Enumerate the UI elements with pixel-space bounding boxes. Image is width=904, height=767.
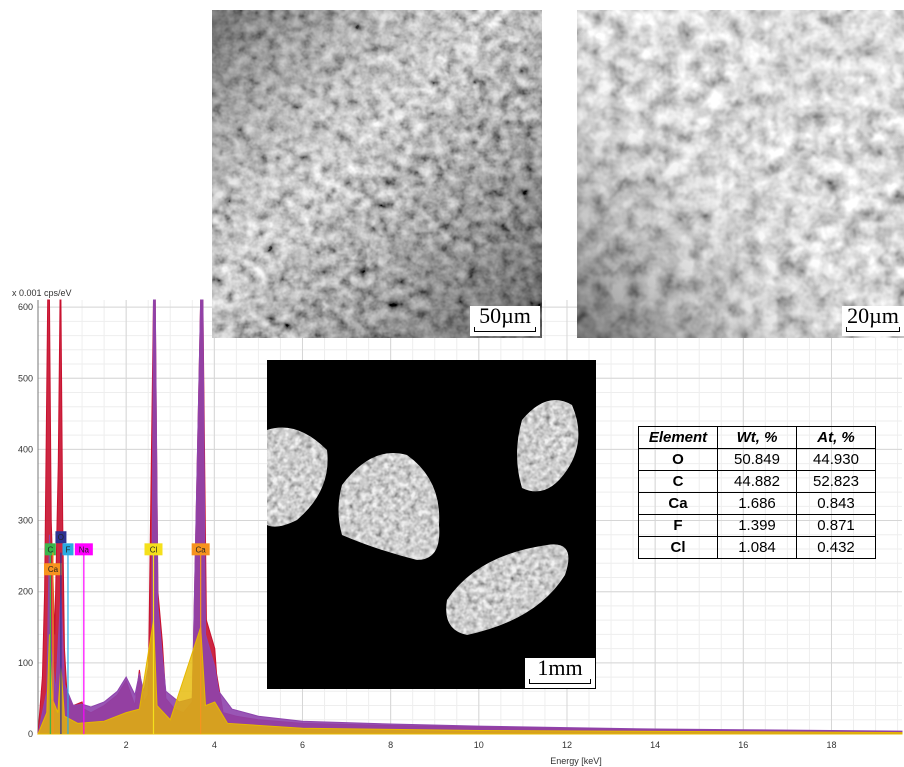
- series-area: [37, 299, 903, 735]
- element-marker-tag: Ca: [43, 563, 62, 576]
- y-tick-label: 600: [18, 302, 33, 312]
- x-tick-label: 16: [738, 740, 748, 750]
- header-wt: Wt, %: [717, 426, 797, 449]
- table-row: Ca 1.686 0.843: [638, 492, 876, 515]
- scale-bar-1mm: 1mm: [525, 655, 595, 688]
- cell-element: Cl: [638, 536, 718, 559]
- sem-image-20um: 20µm: [577, 10, 904, 338]
- element-marker-box: [191, 543, 210, 556]
- x-tick-label: 4: [212, 740, 217, 750]
- element-marker-label: Na: [79, 545, 90, 554]
- cell-at: 0.871: [796, 514, 876, 537]
- element-marker-box: [55, 531, 67, 544]
- element-marker-label: Ca: [48, 565, 59, 574]
- header-at: At, %: [796, 426, 876, 449]
- x-tick-label: 6: [300, 740, 305, 750]
- scale-label: 20µm: [847, 303, 899, 328]
- element-marker-box: [62, 543, 74, 556]
- cell-element: C: [638, 470, 718, 493]
- scale-bar-20um: 20µm: [842, 303, 904, 336]
- sem-image-50um: 50µm: [212, 10, 542, 338]
- x-tick-label: 12: [562, 740, 572, 750]
- y-tick-label: 400: [18, 444, 33, 454]
- element-marker-label: O: [58, 533, 64, 542]
- element-marker-box: [43, 563, 62, 576]
- y-tick-label: 500: [18, 373, 33, 383]
- scale-label: 50µm: [479, 303, 531, 328]
- cell-wt: 1.399: [717, 514, 797, 537]
- cell-wt: 1.084: [717, 536, 797, 559]
- y-tick-label: 0: [28, 729, 33, 739]
- sem-texture-1: [212, 10, 542, 338]
- table-row: C 44.882 52.823: [638, 470, 876, 493]
- y-tick-label: 300: [18, 516, 33, 526]
- element-marker-tag: Cl: [144, 543, 163, 556]
- element-marker-box: [144, 543, 163, 556]
- table-row: F 1.399 0.871: [638, 514, 876, 537]
- x-tick-label: 14: [650, 740, 660, 750]
- y-axis-label: x 0.001 cps/eV: [12, 288, 72, 298]
- x-tick-label: 8: [388, 740, 393, 750]
- element-marker-box: [74, 543, 93, 556]
- scale-bar-line: [846, 327, 900, 332]
- table-header-row: Element Wt, % At, %: [638, 426, 876, 449]
- y-tick-label: 200: [18, 587, 33, 597]
- element-marker-label: Ca: [196, 545, 207, 554]
- cell-at: 52.823: [796, 470, 876, 493]
- element-marker-label: F: [66, 545, 71, 554]
- scale-bar-line: [529, 679, 591, 684]
- cell-element: Ca: [638, 492, 718, 515]
- cell-at: 44.930: [796, 448, 876, 471]
- x-tick-label: 2: [124, 740, 129, 750]
- cell-wt: 1.686: [717, 492, 797, 515]
- table-row: O 50.849 44.930: [638, 448, 876, 471]
- scale-label: 1mm: [537, 655, 583, 680]
- element-marker-label: C: [47, 545, 53, 554]
- cell-element: O: [638, 448, 718, 471]
- y-tick-label: 100: [18, 658, 33, 668]
- composition-table: Element Wt, % At, % O 50.849 44.930 C 44…: [638, 426, 876, 559]
- cell-at: 0.843: [796, 492, 876, 515]
- cell-element: F: [638, 514, 718, 537]
- x-axis-label: Energy [keV]: [550, 756, 602, 766]
- cell-wt: 50.849: [717, 448, 797, 471]
- element-marker-tag: O: [55, 531, 67, 544]
- element-marker-tag: C: [44, 543, 56, 556]
- cell-at: 0.432: [796, 536, 876, 559]
- element-marker-tag: F: [62, 543, 74, 556]
- sem-texture-2: [577, 10, 904, 338]
- element-marker-tag: Na: [74, 543, 93, 556]
- table-row: Cl 1.084 0.432: [638, 536, 876, 559]
- element-marker-label: Cl: [150, 545, 158, 554]
- cell-wt: 44.882: [717, 470, 797, 493]
- element-marker-box: [44, 543, 56, 556]
- x-tick-label: 10: [474, 740, 484, 750]
- header-element: Element: [638, 426, 718, 449]
- sem-image-1mm: 1mm: [267, 360, 596, 689]
- scale-bar-50um: 50µm: [470, 303, 540, 336]
- x-tick-label: 18: [826, 740, 836, 750]
- scale-bar-line: [474, 327, 536, 332]
- element-marker-tag: Ca: [191, 543, 210, 556]
- sem-particles: [267, 400, 579, 635]
